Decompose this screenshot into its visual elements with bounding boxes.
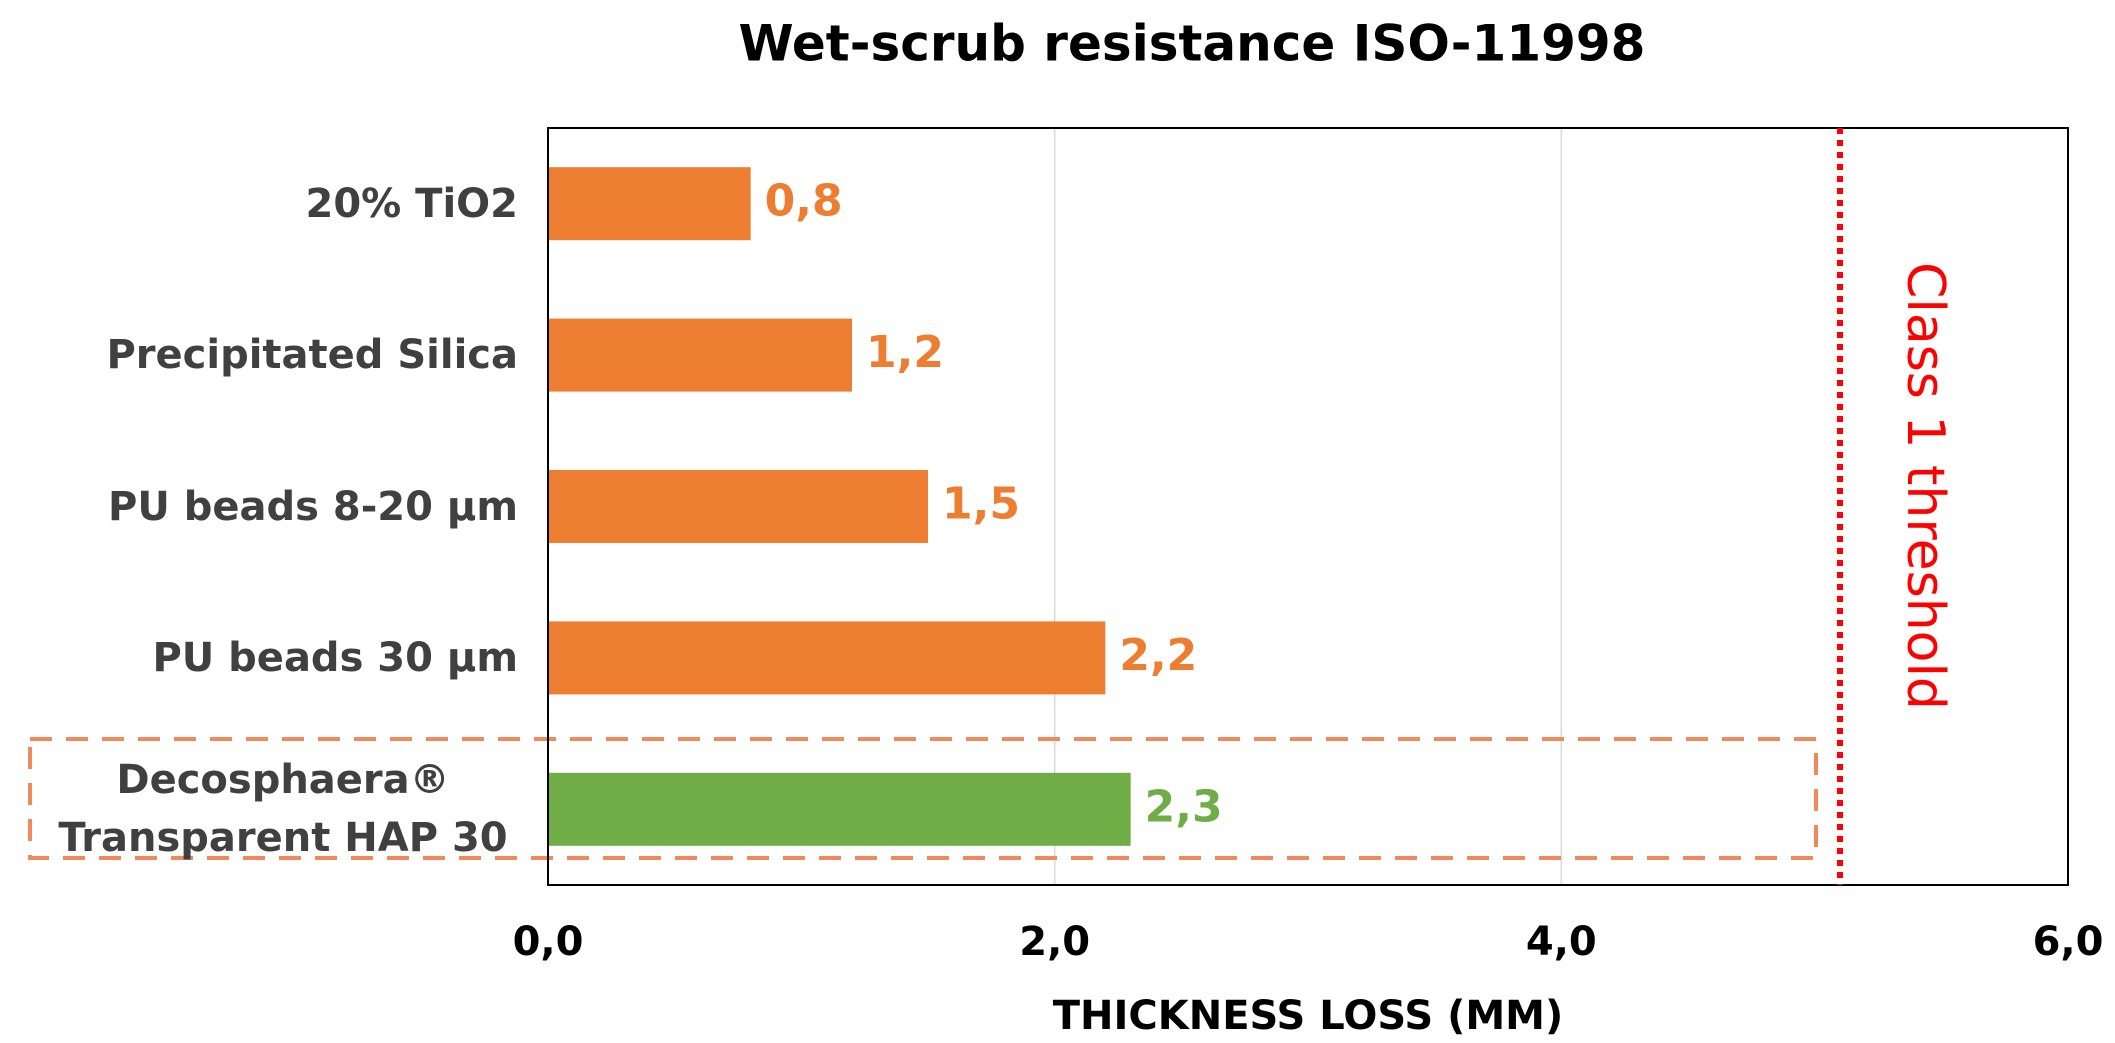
bar [548,470,928,543]
data-label: 1,5 [942,479,1020,530]
data-label: 0,8 [765,176,843,227]
bar [548,318,852,392]
data-label: 1,2 [866,327,944,378]
bar [548,772,1131,846]
y-tick-label: PU beads 8-20 µm [108,483,518,530]
data-label: 2,2 [1119,630,1197,681]
x-tick-label: 2,0 [1019,919,1090,965]
bar [548,167,751,241]
x-tick-label: 6,0 [2033,919,2104,965]
bar [548,621,1106,695]
y-tick-label: PU beads 30 µm [152,634,518,681]
x-axis-title: THICKNESS LOSS (MM) [1053,993,1564,1039]
y-tick-label: Decosphaera® Transparent HAP 30 [58,757,508,862]
plot-border [547,127,2069,886]
threshold-label: Class 1 threshold [1895,262,1955,710]
y-tick-label: 20% TiO2 [305,180,519,227]
highlight-box [28,737,1818,860]
chart-title: Wet-scrub resistance ISO-11998 [739,15,1646,73]
y-tick-label: Precipitated Silica [106,332,518,379]
x-tick-label: 4,0 [1526,919,1597,965]
x-tick-label: 0,0 [513,919,584,965]
data-label: 2,3 [1145,781,1223,832]
